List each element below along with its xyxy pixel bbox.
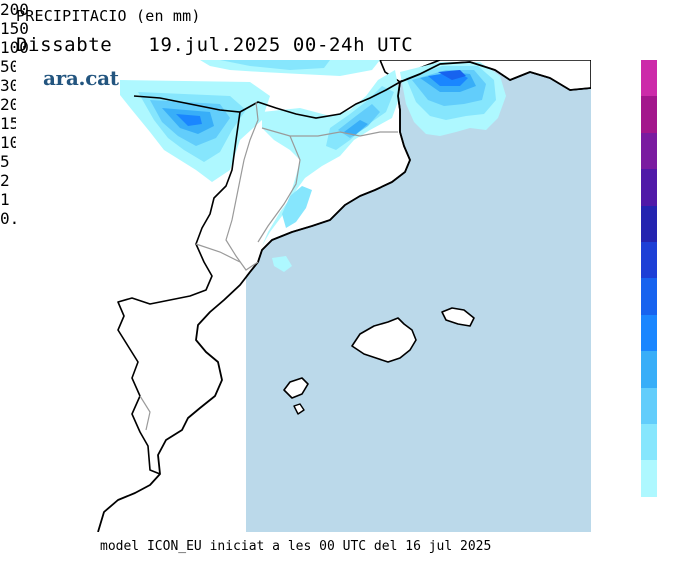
legend-swatch <box>641 96 657 134</box>
catalonia-border <box>225 101 259 271</box>
legend-label: 20 <box>0 95 20 114</box>
legend-label: 10 <box>0 133 20 152</box>
ara-cat-logo: ara.cat <box>43 66 119 90</box>
legend-swatch <box>641 60 657 97</box>
legend-swatch <box>641 387 657 425</box>
legend-label: 150 <box>0 19 29 38</box>
legend: 200 150 100 50 30 20 15 10 5 2 1 0.5 <box>0 0 700 498</box>
legend-label: 200 <box>0 0 29 19</box>
date-subtitle: Dissabte 19.jul.2025 00-24h UTC <box>16 34 414 56</box>
legend-swatch <box>641 460 657 498</box>
province-border-4 <box>139 395 151 431</box>
country-border <box>133 81 401 119</box>
island-menorca <box>441 307 475 327</box>
legend-swatch <box>641 205 657 243</box>
legend-label: 30 <box>0 76 20 95</box>
province-border-2 <box>257 135 301 243</box>
precipitation-map <box>16 60 591 532</box>
island-mallorca <box>351 317 417 363</box>
province-border-3 <box>195 243 241 263</box>
legend-swatch <box>641 351 657 389</box>
legend-swatch <box>641 169 657 207</box>
legend-label: 15 <box>0 114 20 133</box>
legend-label: 2 <box>0 171 10 190</box>
chart-title: PRECIPITACIO (en mm) <box>16 7 201 25</box>
coastline <box>97 61 591 532</box>
legend-label: 1 <box>0 190 10 209</box>
aragon-outline <box>117 111 241 475</box>
precip-top-band <box>200 60 380 76</box>
island-eivissa <box>283 377 309 399</box>
model-info: model ICON_EU iniciat a les 00 UTC del 1… <box>100 539 492 554</box>
legend-label: 5 <box>0 152 10 171</box>
legend-label: 50 <box>0 57 20 76</box>
legend-swatch <box>641 132 657 170</box>
legend-swatch <box>641 314 657 352</box>
legend-swatch <box>641 242 657 279</box>
island-formentera <box>293 403 305 415</box>
legend-label: 100 <box>0 38 29 57</box>
precip-north-east <box>400 62 506 136</box>
legend-swatch <box>641 424 657 461</box>
legend-swatch <box>641 278 657 316</box>
